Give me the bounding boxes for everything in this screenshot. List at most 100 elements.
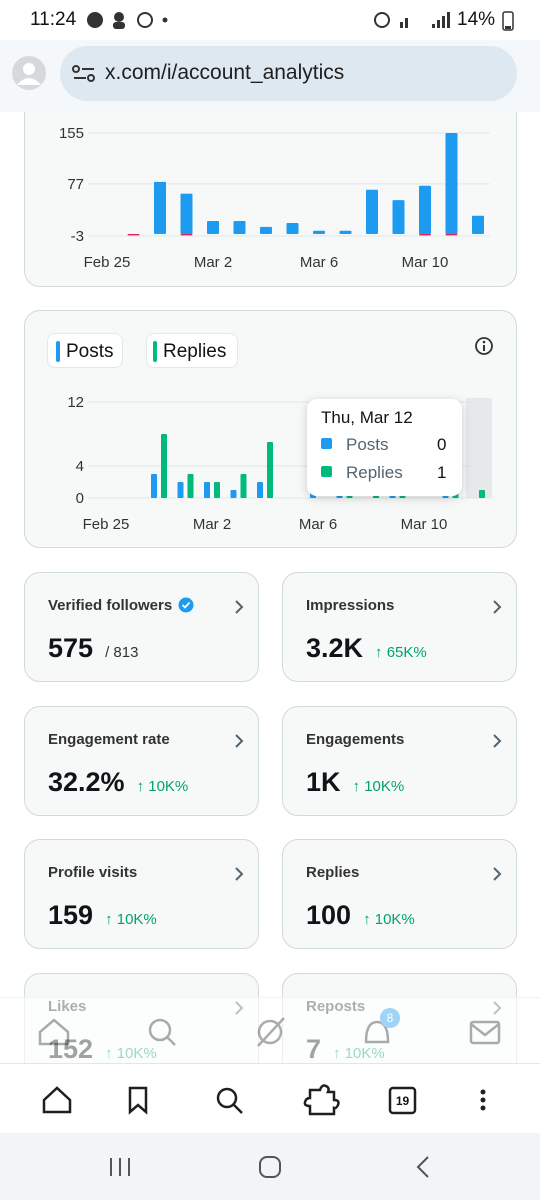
stat-label: Profile visits (48, 864, 138, 881)
bar (419, 234, 431, 236)
bar (419, 185, 431, 235)
site-settings-icon[interactable] (72, 64, 96, 84)
app-nav-icons[interactable] (0, 998, 540, 1064)
bar (313, 230, 325, 235)
y-tick-label: 77 (67, 176, 84, 193)
battery-icon (502, 11, 514, 31)
stat-number: 100 (306, 900, 352, 930)
bar (154, 181, 166, 235)
bar (286, 222, 299, 235)
stat-value: 32.2% 10K% (48, 767, 188, 798)
bar (230, 490, 237, 498)
stat-label: Engagements (306, 731, 405, 748)
bar (180, 234, 193, 236)
stat-value: 3.2K 65K% (306, 633, 427, 664)
tooltip-title: Thu, Mar 12 (321, 408, 413, 427)
stat-change: 10K% (105, 911, 157, 928)
y-tick-label: 155 (59, 125, 84, 142)
browser-bottom-bar: 19 (0, 1063, 540, 1133)
x-tick-label: Feb 25 (84, 254, 131, 271)
stat-value: 1K 10K% (306, 767, 404, 798)
stat-card[interactable]: Engagements 1K 10K% (282, 706, 517, 816)
y-tick-label: 12 (67, 394, 84, 411)
tooltip-label: Replies (346, 463, 403, 482)
stat-change: 10K% (137, 778, 189, 795)
bar (260, 226, 272, 235)
y-tick-label: -3 (71, 228, 84, 245)
stat-label: Impressions (306, 597, 395, 614)
bar (240, 474, 247, 498)
bar (204, 482, 210, 498)
stat-value: 575 / 813 (48, 633, 138, 664)
url-field[interactable]: x.com/i/account_analytics (60, 46, 517, 101)
status-bar: 11:24 14% (0, 0, 540, 40)
tooltip: Thu, Mar 12 Posts 0 Replies 1 (307, 399, 462, 496)
stat-label: Verified followers (48, 597, 194, 614)
bar (187, 474, 194, 498)
stat-label: Engagement rate (48, 731, 170, 748)
x-tick-label: Mar 6 (299, 516, 337, 533)
verified-badge (178, 597, 194, 613)
stat-number: 3.2K (306, 633, 364, 663)
x-tick-label: Mar 10 (401, 516, 448, 533)
bar (233, 221, 246, 235)
legend-label: Posts (66, 341, 114, 362)
legend-label: Replies (163, 341, 227, 362)
stat-number: 575 (48, 633, 94, 663)
battery: 14% (457, 9, 496, 30)
bar (207, 221, 219, 235)
stat-suffix: / 813 (105, 644, 139, 661)
x-tick-label: Mar 10 (402, 254, 449, 271)
legend-swatch (153, 341, 157, 362)
stat-change: 10K% (363, 911, 415, 928)
stat-number: 159 (48, 900, 94, 930)
chevron (235, 600, 244, 614)
stat-value: 100 10K% (306, 900, 415, 931)
profile-avatar[interactable] (11, 55, 47, 91)
stat-label: Replies (306, 864, 360, 881)
bar (214, 482, 220, 498)
stat-card[interactable]: Engagement rate 32.2% 10K% (24, 706, 259, 816)
y-tick-label: 4 (76, 458, 84, 475)
stat-card[interactable]: Profile visits 159 10K% (24, 839, 259, 949)
y-tick-label: 0 (76, 490, 84, 507)
url-text: x.com/i/account_analytics (105, 61, 345, 84)
system-nav-buttons[interactable] (0, 1133, 540, 1200)
hover-band (466, 398, 492, 498)
chevron (493, 600, 502, 614)
app-nav: 8 (0, 997, 540, 1063)
x-tick-label: Mar 2 (193, 516, 231, 533)
stat-card[interactable]: Impressions 3.2K 65K% (282, 572, 517, 682)
legend-item[interactable]: Posts (47, 333, 123, 368)
bar (392, 200, 405, 235)
bar (339, 230, 352, 235)
browser-buttons[interactable] (0, 1064, 540, 1134)
legend-swatch (56, 341, 60, 362)
chevron (235, 734, 244, 748)
x-tick-label: Feb 25 (83, 516, 130, 533)
legend-item[interactable]: Replies (146, 333, 238, 368)
tab-count: 19 (395, 1094, 410, 1108)
info-icon[interactable] (474, 336, 494, 356)
tooltip-swatch (321, 466, 332, 477)
tooltip-label: Posts (346, 435, 389, 454)
bar (161, 434, 167, 498)
stat-card[interactable]: Replies 100 10K% (282, 839, 517, 949)
bar (472, 215, 484, 235)
x-tick-label: Mar 2 (194, 254, 232, 271)
stat-value: 159 10K% (48, 900, 157, 931)
system-nav (0, 1133, 540, 1200)
stat-change: 10K% (353, 778, 405, 795)
bar (127, 234, 140, 236)
bar (445, 133, 458, 235)
tooltip-value: 1 (437, 463, 447, 482)
bar (257, 482, 263, 498)
stat-change: 65K% (375, 644, 427, 661)
browser-toolbar: x.com/i/account_analytics (0, 40, 540, 112)
bar (151, 474, 157, 498)
stat-card[interactable]: Verified followers 575 / 813 (24, 572, 259, 682)
bar (366, 189, 378, 235)
system-icons (374, 12, 450, 28)
stat-number: 1K (306, 767, 341, 797)
